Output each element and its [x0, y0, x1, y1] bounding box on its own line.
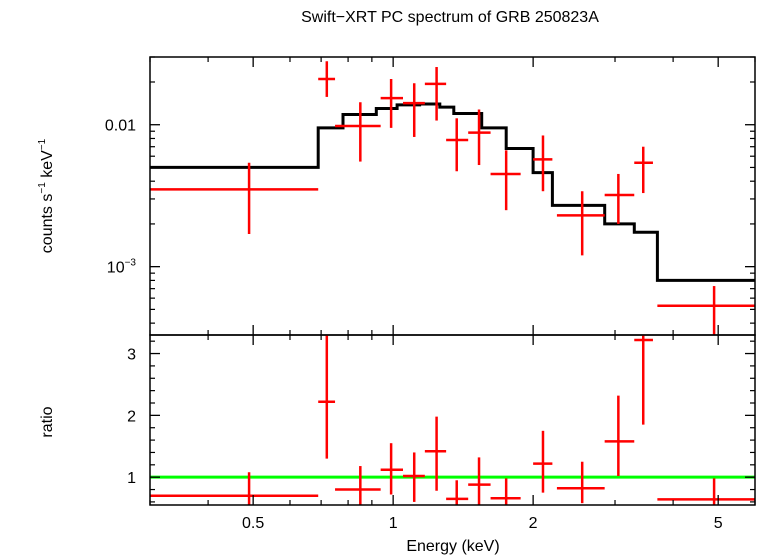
- ratio-axis-ticks: [149, 335, 756, 505]
- spectrum-y-tick-labels: 0.01 10−3: [105, 118, 137, 277]
- ratio-point: [150, 472, 319, 505]
- spectrum-point: [556, 191, 605, 256]
- ratio-y-tick-label: 1: [127, 470, 136, 487]
- ratio-panel: 1 2 3 0.5 1 2 5: [127, 334, 756, 532]
- ratio-point: [634, 335, 653, 425]
- spectrum-point: [424, 67, 447, 121]
- ratio-point: [657, 478, 755, 505]
- ratio-point: [335, 466, 381, 505]
- x-tick-label: 5: [714, 515, 723, 532]
- spectrum-point: [446, 118, 469, 172]
- ylabel-kev: keV: [39, 150, 56, 182]
- ratio-y-tick-label: 2: [127, 408, 136, 425]
- spectrum-point: [604, 173, 635, 224]
- ratio-point: [424, 416, 447, 491]
- ratio-y-tick-label: 3: [127, 347, 136, 364]
- y-tick-base: 0.01: [105, 118, 136, 135]
- model-step-line: [150, 102, 755, 282]
- y-tick-label: 0.01: [105, 118, 136, 135]
- ratio-point: [604, 395, 635, 476]
- spectrum-point: [490, 150, 521, 211]
- spectrum-axis-ticks: [149, 56, 756, 335]
- ratio-point: [533, 430, 553, 493]
- x-tick-label: 2: [529, 515, 538, 532]
- spectrum-point: [634, 146, 653, 194]
- ratio-y-axis-label: ratio: [39, 406, 56, 437]
- spectrum-point: [335, 102, 381, 162]
- ratio-point: [556, 461, 605, 504]
- ratio-point: [446, 480, 469, 505]
- spectrum-y-axis-label: counts s−1 keV−1: [37, 138, 56, 253]
- ratio-point: [490, 478, 521, 505]
- ylabel-counts: counts s: [39, 194, 56, 254]
- x-tick-label: 0.5: [242, 515, 264, 532]
- spectrum-point: [150, 162, 319, 234]
- ylabel-exp1: −1: [37, 182, 48, 194]
- spectrum-panel: 0.01 10−3: [105, 56, 756, 336]
- spectrum-point: [403, 83, 425, 137]
- ratio-data-points: [150, 335, 755, 505]
- spectrum-plot-frame: [149, 56, 756, 336]
- ratio-point: [380, 443, 404, 495]
- ratio-y-tick-labels: 1 2 3: [127, 347, 136, 488]
- spectrum-point: [318, 61, 336, 97]
- y-tick-base: 10: [107, 260, 125, 277]
- ratio-plot-frame: [149, 334, 756, 506]
- ratio-point: [403, 452, 425, 502]
- x-tick-label: 1: [389, 515, 398, 532]
- ratio-point: [318, 335, 336, 459]
- spectrum-point: [380, 78, 404, 128]
- chart-title: Swift−XRT PC spectrum of GRB 250823A: [301, 9, 599, 26]
- ratio-point: [468, 457, 491, 505]
- ylabel-exp2: −1: [37, 138, 48, 150]
- spectrum-point: [657, 286, 755, 335]
- y-tick-exponent: −3: [125, 258, 137, 269]
- energy-x-tick-labels: 0.5 1 2 5: [242, 515, 723, 532]
- model-histogram: [150, 102, 755, 282]
- y-tick-label: 10−3: [107, 258, 137, 277]
- x-axis-label: Energy (keV): [406, 538, 499, 555]
- spectrum-point: [468, 109, 491, 166]
- spectrum-point: [533, 135, 553, 192]
- spectrum-data-points: [150, 61, 755, 335]
